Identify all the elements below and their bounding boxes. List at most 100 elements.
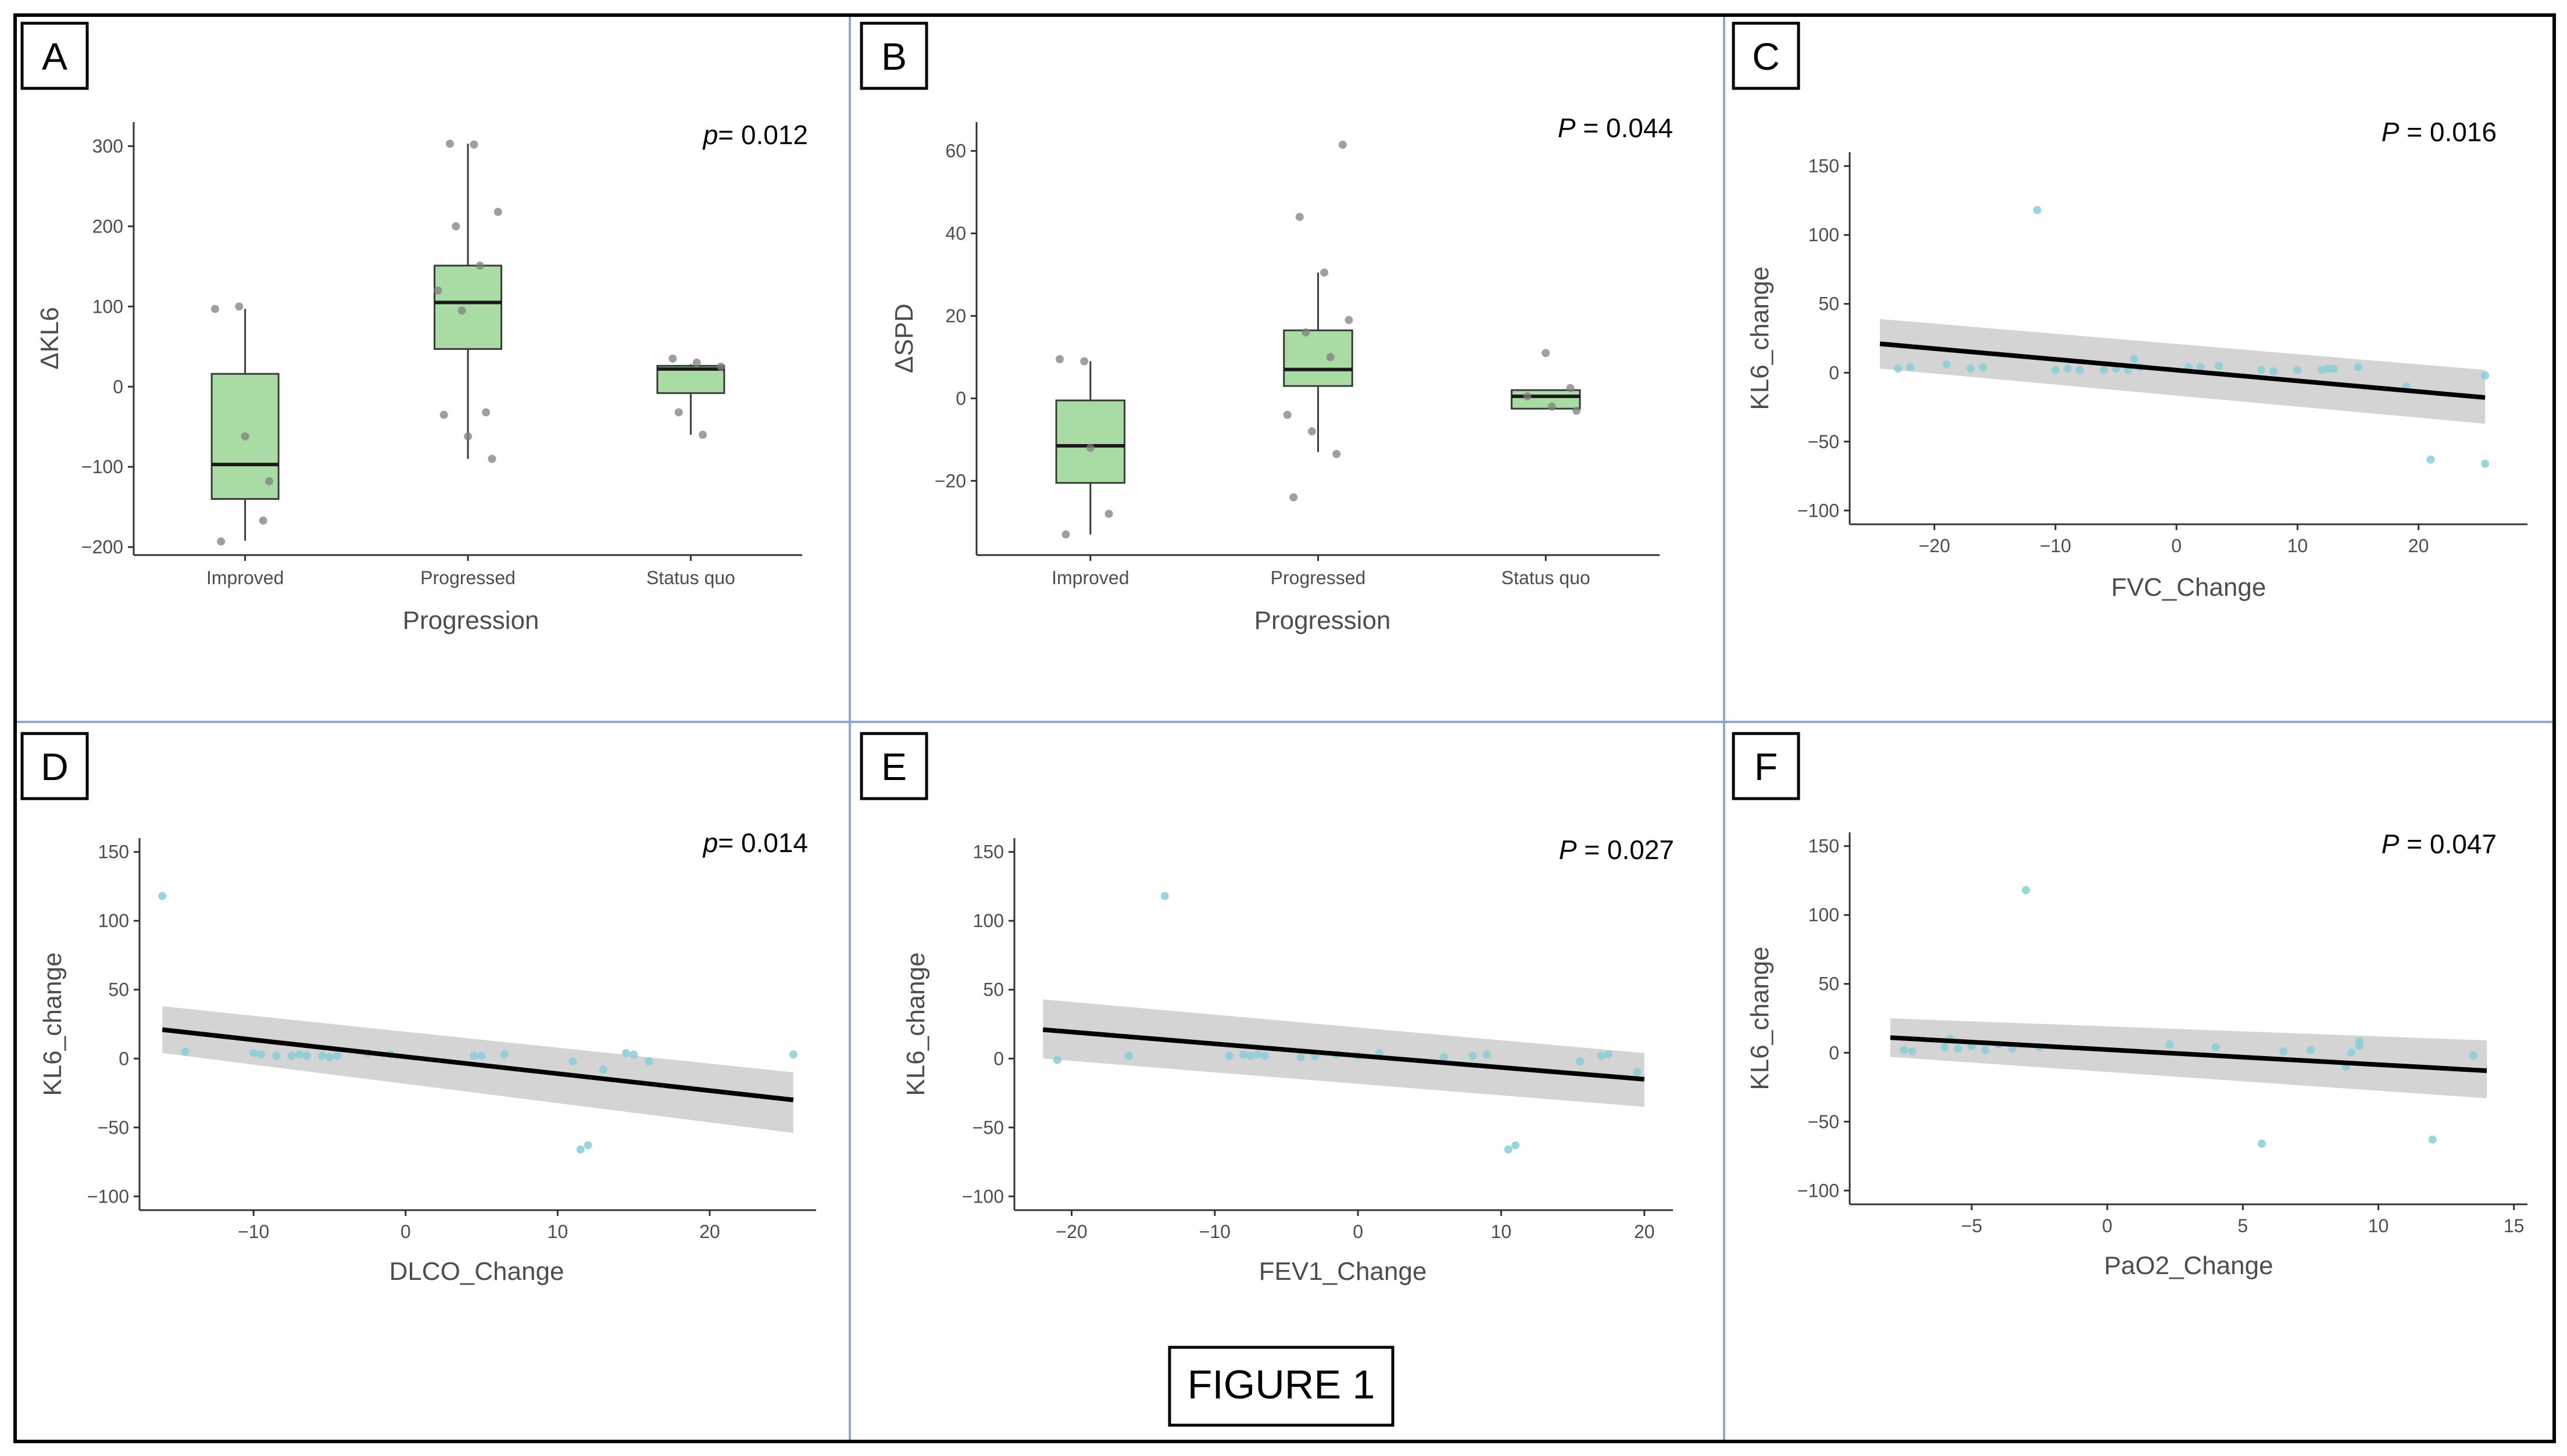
data-point	[482, 408, 491, 417]
p-value-symbol: P	[1559, 835, 1577, 865]
data-point	[1504, 1145, 1513, 1154]
x-tick-label: 20	[1634, 1221, 1655, 1242]
y-tick-label: −20	[935, 470, 966, 491]
y-tick-label: 150	[1808, 156, 1839, 177]
data-point	[2426, 455, 2435, 464]
x-tick-label: Progressed	[420, 567, 516, 588]
data-point	[2347, 1049, 2355, 1057]
data-point	[1125, 1051, 1134, 1060]
y-tick-label: 150	[1808, 836, 1839, 857]
y-tick-label: 100	[92, 296, 123, 317]
y-tick-label: 100	[1808, 904, 1839, 925]
y-axis-title: ΔKL6	[35, 307, 64, 370]
data-point	[2196, 363, 2205, 371]
panel-label-box	[1732, 22, 1800, 90]
x-tick-label: 20	[699, 1221, 720, 1242]
p-value-text: = 0.016	[2399, 117, 2497, 147]
data-point	[2211, 1043, 2220, 1051]
p-value-annotation: p= 0.012	[702, 120, 808, 150]
x-tick-label: 5	[2237, 1215, 2248, 1236]
data-point	[464, 432, 472, 441]
data-point	[2100, 366, 2108, 374]
panel-B: B P = 0.044 −20 0 20 40 60 Progression ΔSPD Impro…	[860, 22, 1673, 635]
data-point	[302, 1051, 311, 1060]
data-point	[1542, 349, 1550, 357]
p-value-annotation: P = 0.044	[1558, 113, 1673, 143]
data-point	[1981, 1046, 1990, 1054]
data-point	[1345, 316, 1353, 324]
y-tick-label: −100	[1797, 1180, 1839, 1201]
panel-label: D	[41, 745, 69, 788]
y-axis-title: KL6_change	[1746, 266, 1774, 410]
data-point	[1055, 355, 1064, 363]
regression-line	[1890, 1035, 2487, 1074]
x-tick-label: Progressed	[1271, 567, 1366, 588]
data-point	[1160, 892, 1169, 900]
panel-label: B	[881, 35, 907, 78]
y-tick-label: −50	[1808, 1111, 1839, 1132]
y-tick-label: 50	[983, 979, 1004, 1000]
x-tick-label: Improved	[1052, 567, 1129, 588]
panel-label: E	[881, 745, 907, 788]
data-point	[1295, 213, 1304, 221]
data-point	[1633, 1068, 1642, 1076]
y-tick-label: 150	[98, 842, 129, 863]
data-point	[1900, 1046, 1908, 1054]
data-point	[2323, 364, 2332, 373]
data-point	[2033, 206, 2042, 214]
confidence-band	[162, 1006, 793, 1133]
data-point	[477, 1051, 486, 1060]
data-point	[2318, 366, 2326, 374]
data-point	[1942, 360, 1951, 369]
data-point	[699, 431, 707, 439]
panel-E: EP = 0.027−100−50050100150FEV1_ChangeKL6…	[860, 732, 1674, 1286]
data-point	[317, 1051, 326, 1060]
p-value-symbol: P	[2382, 829, 2400, 859]
y-tick-label: −50	[98, 1117, 129, 1138]
y-tick-label: 40	[945, 223, 966, 244]
p-value-annotation: P = 0.027	[1559, 835, 1674, 865]
p-value-text: = 0.047	[2399, 829, 2497, 859]
x-tick-label: 20	[2408, 535, 2429, 556]
y-tick-label: −100	[962, 1186, 1004, 1207]
data-point	[470, 140, 478, 149]
figure-frame	[13, 13, 2556, 1443]
x-tick-label: 0	[2102, 1215, 2112, 1236]
data-point	[1940, 1043, 1949, 1051]
x-axis-title: Progression	[403, 606, 539, 635]
data-point	[1225, 1051, 1234, 1060]
p-value-annotation: P = 0.016	[2382, 117, 2497, 147]
y-tick-label: −50	[1808, 431, 1839, 452]
x-tick-label: Improved	[206, 567, 284, 588]
data-point	[1523, 392, 1532, 400]
box	[1055, 399, 1126, 484]
data-point	[1061, 530, 1070, 539]
panel-label-box	[860, 732, 928, 800]
p-value-text: = 0.014	[718, 828, 808, 858]
caption-box	[1168, 1346, 1395, 1427]
box	[1510, 389, 1581, 410]
panel-D: Dp= 0.014−100−50050100150DLCO_ChangeKL6_…	[20, 732, 816, 1286]
panel-C: CP = 0.016−100−50050100150FVC_ChangeKL6_…	[1732, 22, 2527, 602]
data-point	[1246, 1051, 1255, 1060]
data-point	[584, 1141, 592, 1150]
x-axis-title: FVC_Change	[2111, 573, 2266, 602]
x-tick-label: 15	[2504, 1215, 2525, 1236]
data-point	[457, 306, 466, 315]
data-point	[1511, 1141, 1520, 1150]
data-point	[668, 354, 677, 363]
data-point	[2051, 366, 2060, 374]
y-tick-label: 0	[956, 388, 966, 409]
y-axis-title: ΔSPD	[890, 303, 918, 373]
x-tick-label: 0	[1353, 1221, 1363, 1242]
data-point	[1566, 384, 1575, 392]
data-point	[470, 1051, 478, 1060]
y-tick-label: 100	[98, 910, 129, 931]
data-point	[272, 1051, 281, 1060]
x-tick-label: 10	[2368, 1215, 2389, 1236]
y-axis-title: KL6_change	[38, 952, 67, 1096]
data-point	[210, 305, 219, 313]
data-point	[2329, 364, 2338, 373]
